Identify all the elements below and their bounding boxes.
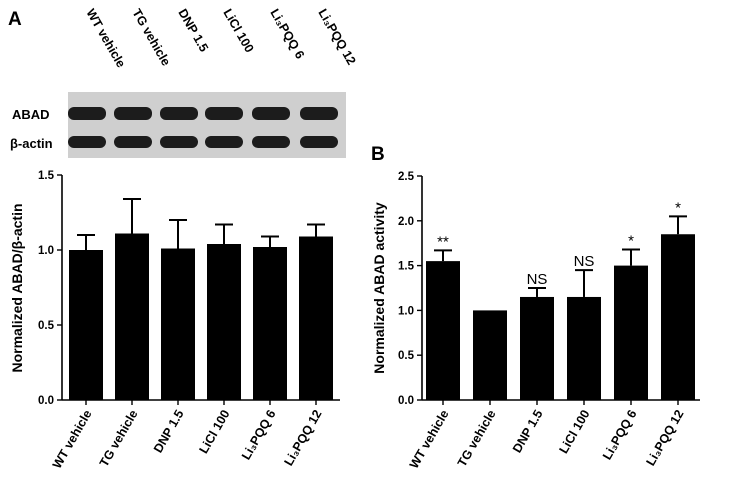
x-tick-label: WT vehicle	[50, 407, 95, 471]
chart-a: 0.0 0.5 1.0 1.5 Normalized ABAD/β-actin WT ve…	[9, 170, 340, 471]
blot-lane-label: DNP 1.5	[175, 7, 211, 55]
bar	[69, 250, 103, 400]
blot-bands	[68, 107, 338, 148]
bar	[614, 265, 648, 400]
y-tick-label: 0.5	[398, 350, 415, 362]
bar	[567, 296, 601, 400]
blot-band-abad	[68, 107, 106, 120]
significance-label: *	[628, 232, 634, 249]
blot-band-actin	[68, 136, 106, 148]
blot-band-actin	[300, 136, 338, 148]
chart-b: 0.0 0.5 1.0 1.5 2.0 2.5 Normalized ABAD activi…	[371, 171, 700, 471]
x-tick-label: WT vehicle	[407, 407, 452, 471]
bar	[299, 236, 333, 400]
x-tick-label: LiCl 100	[557, 407, 593, 456]
y-tick-label: 1.0	[398, 305, 414, 317]
blot-lane-labels: WT vehicle TG vehicle DNP 1.5 LiCl 100 Li₃PQ…	[83, 7, 358, 71]
x-tick-label: Li₃PQQ 12	[643, 407, 686, 468]
x-tick-label: DNP 1.5	[151, 407, 187, 455]
x-tick-label: TG vehicle	[455, 407, 499, 469]
blot-band-actin	[160, 136, 198, 148]
blot-band-abad	[205, 107, 243, 120]
bar	[253, 247, 287, 400]
panel-label-b: B	[371, 144, 385, 165]
significance-label: NS	[527, 271, 548, 288]
blot-lane-label: Li₃PQQ 12	[315, 7, 358, 68]
blot-lane-label: Li₃PQQ 6	[267, 7, 307, 62]
y-tick-label: 2.5	[398, 171, 415, 183]
bar	[207, 244, 241, 400]
blot-row-label-abad: ABAD	[12, 107, 50, 122]
bar	[473, 310, 507, 400]
x-tick-label: Li₃PQQ 6	[600, 407, 640, 462]
y-axis-label: Normalized ABAD/β-actin	[9, 203, 25, 372]
bar	[161, 248, 195, 400]
x-tick-label: LiCl 100	[197, 407, 233, 456]
significance-label: *	[675, 199, 681, 216]
x-tick-label: DNP 1.5	[510, 407, 546, 455]
y-tick-label: 1.0	[38, 245, 54, 257]
bar	[520, 296, 554, 400]
y-tick-label: 2.0	[398, 216, 414, 228]
bar	[115, 233, 149, 400]
blot-band-abad	[160, 107, 198, 120]
blot-band-actin	[205, 136, 243, 148]
blot-band-abad	[252, 107, 290, 120]
blot-band-actin	[252, 136, 290, 148]
y-tick-label: 0.0	[38, 395, 54, 407]
significance-label: NS	[574, 253, 595, 270]
panel-label-a: A	[8, 9, 22, 30]
y-tick-label: 0.0	[398, 395, 414, 407]
blot-lane-label: TG vehicle	[129, 7, 173, 69]
y-tick-label: 1.5	[38, 170, 55, 182]
y-tick-label: 1.5	[398, 261, 415, 273]
bar	[426, 261, 460, 400]
significance-label: **	[437, 233, 449, 250]
bar	[661, 234, 695, 400]
blot-lane-label: WT vehicle	[83, 7, 128, 71]
y-tick-label: 0.5	[38, 320, 55, 332]
blot-row-label-actin: β-actin	[10, 136, 53, 151]
western-blot: WT vehicle TG vehicle DNP 1.5 LiCl 100 Li₃PQ…	[10, 7, 359, 158]
blot-membrane	[68, 92, 346, 158]
blot-band-actin	[114, 136, 152, 148]
x-tick-label: TG vehicle	[97, 407, 141, 469]
y-axis-label: Normalized ABAD activity	[371, 202, 387, 374]
blot-band-abad	[114, 107, 152, 120]
x-tick-label: Li₃PQQ 12	[281, 407, 324, 468]
x-tick-label: Li₃PQQ 6	[239, 407, 279, 462]
blot-lane-label: LiCl 100	[220, 7, 256, 56]
blot-band-abad	[300, 107, 338, 120]
